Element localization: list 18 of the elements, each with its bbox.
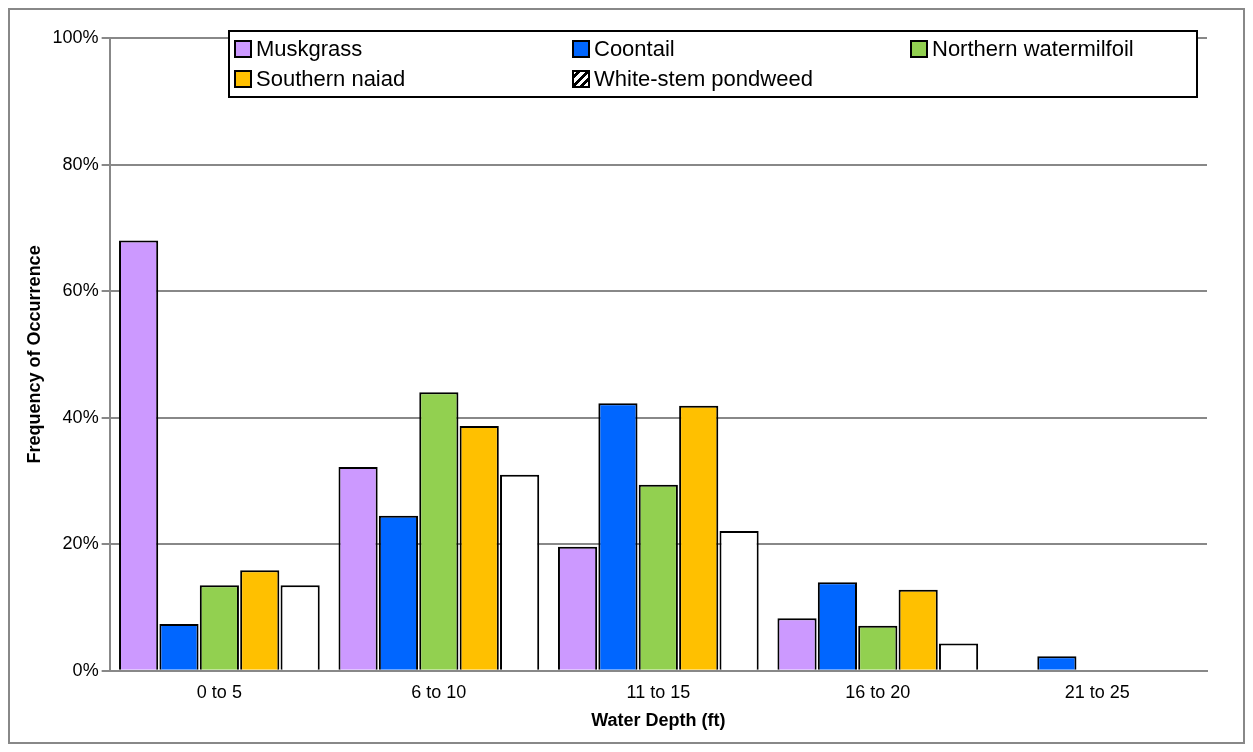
y-tick-label: 40% bbox=[62, 406, 99, 427]
y-tick-label: 60% bbox=[62, 280, 99, 301]
x-tick-label: 6 to 10 bbox=[411, 681, 467, 702]
legend-label: Muskgrass bbox=[256, 36, 363, 62]
legend-label: Northern watermilfoil bbox=[932, 36, 1134, 62]
x-axis-title: Water Depth (ft) bbox=[591, 710, 726, 731]
y-tick-label: 20% bbox=[62, 533, 99, 554]
y-tick-label: 100% bbox=[52, 26, 99, 47]
x-tick-label: 0 to 5 bbox=[196, 681, 242, 702]
legend-label: White-stem pondweed bbox=[594, 66, 813, 92]
y-tick-label: 0% bbox=[72, 659, 99, 680]
y-tick-label: 80% bbox=[62, 153, 99, 174]
x-tick-label: 21 to 25 bbox=[1064, 681, 1130, 702]
x-tick-label: 16 to 20 bbox=[845, 681, 911, 702]
x-tick-label: 11 to 15 bbox=[626, 681, 691, 702]
legend-label: Southern naiad bbox=[256, 66, 406, 92]
legend-label: Coontail bbox=[594, 36, 675, 62]
y-axis-title: Frequency of Occurrence bbox=[23, 245, 44, 464]
